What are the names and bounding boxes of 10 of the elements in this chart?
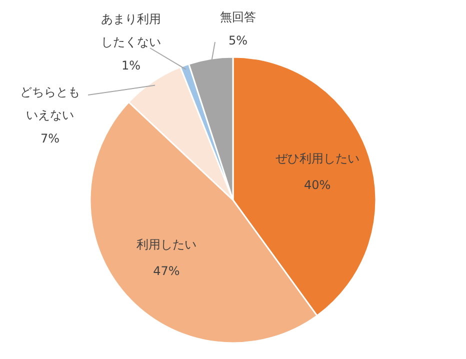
slice-label: どちらともいえない <box>20 85 80 122</box>
slice-label: 利用したい <box>136 238 196 252</box>
slice-label: 無回答 <box>220 10 256 24</box>
data-label: 7% <box>40 131 60 146</box>
slice-label: ぜひ利用したい <box>275 152 360 166</box>
data-label: 40% <box>304 178 331 192</box>
data-label: 5% <box>228 33 248 48</box>
slice: ぜひ利用したい 40% <box>232 56 376 316</box>
data-label: 47% <box>153 264 180 278</box>
slice-label: あまり利用したくない <box>101 12 161 50</box>
